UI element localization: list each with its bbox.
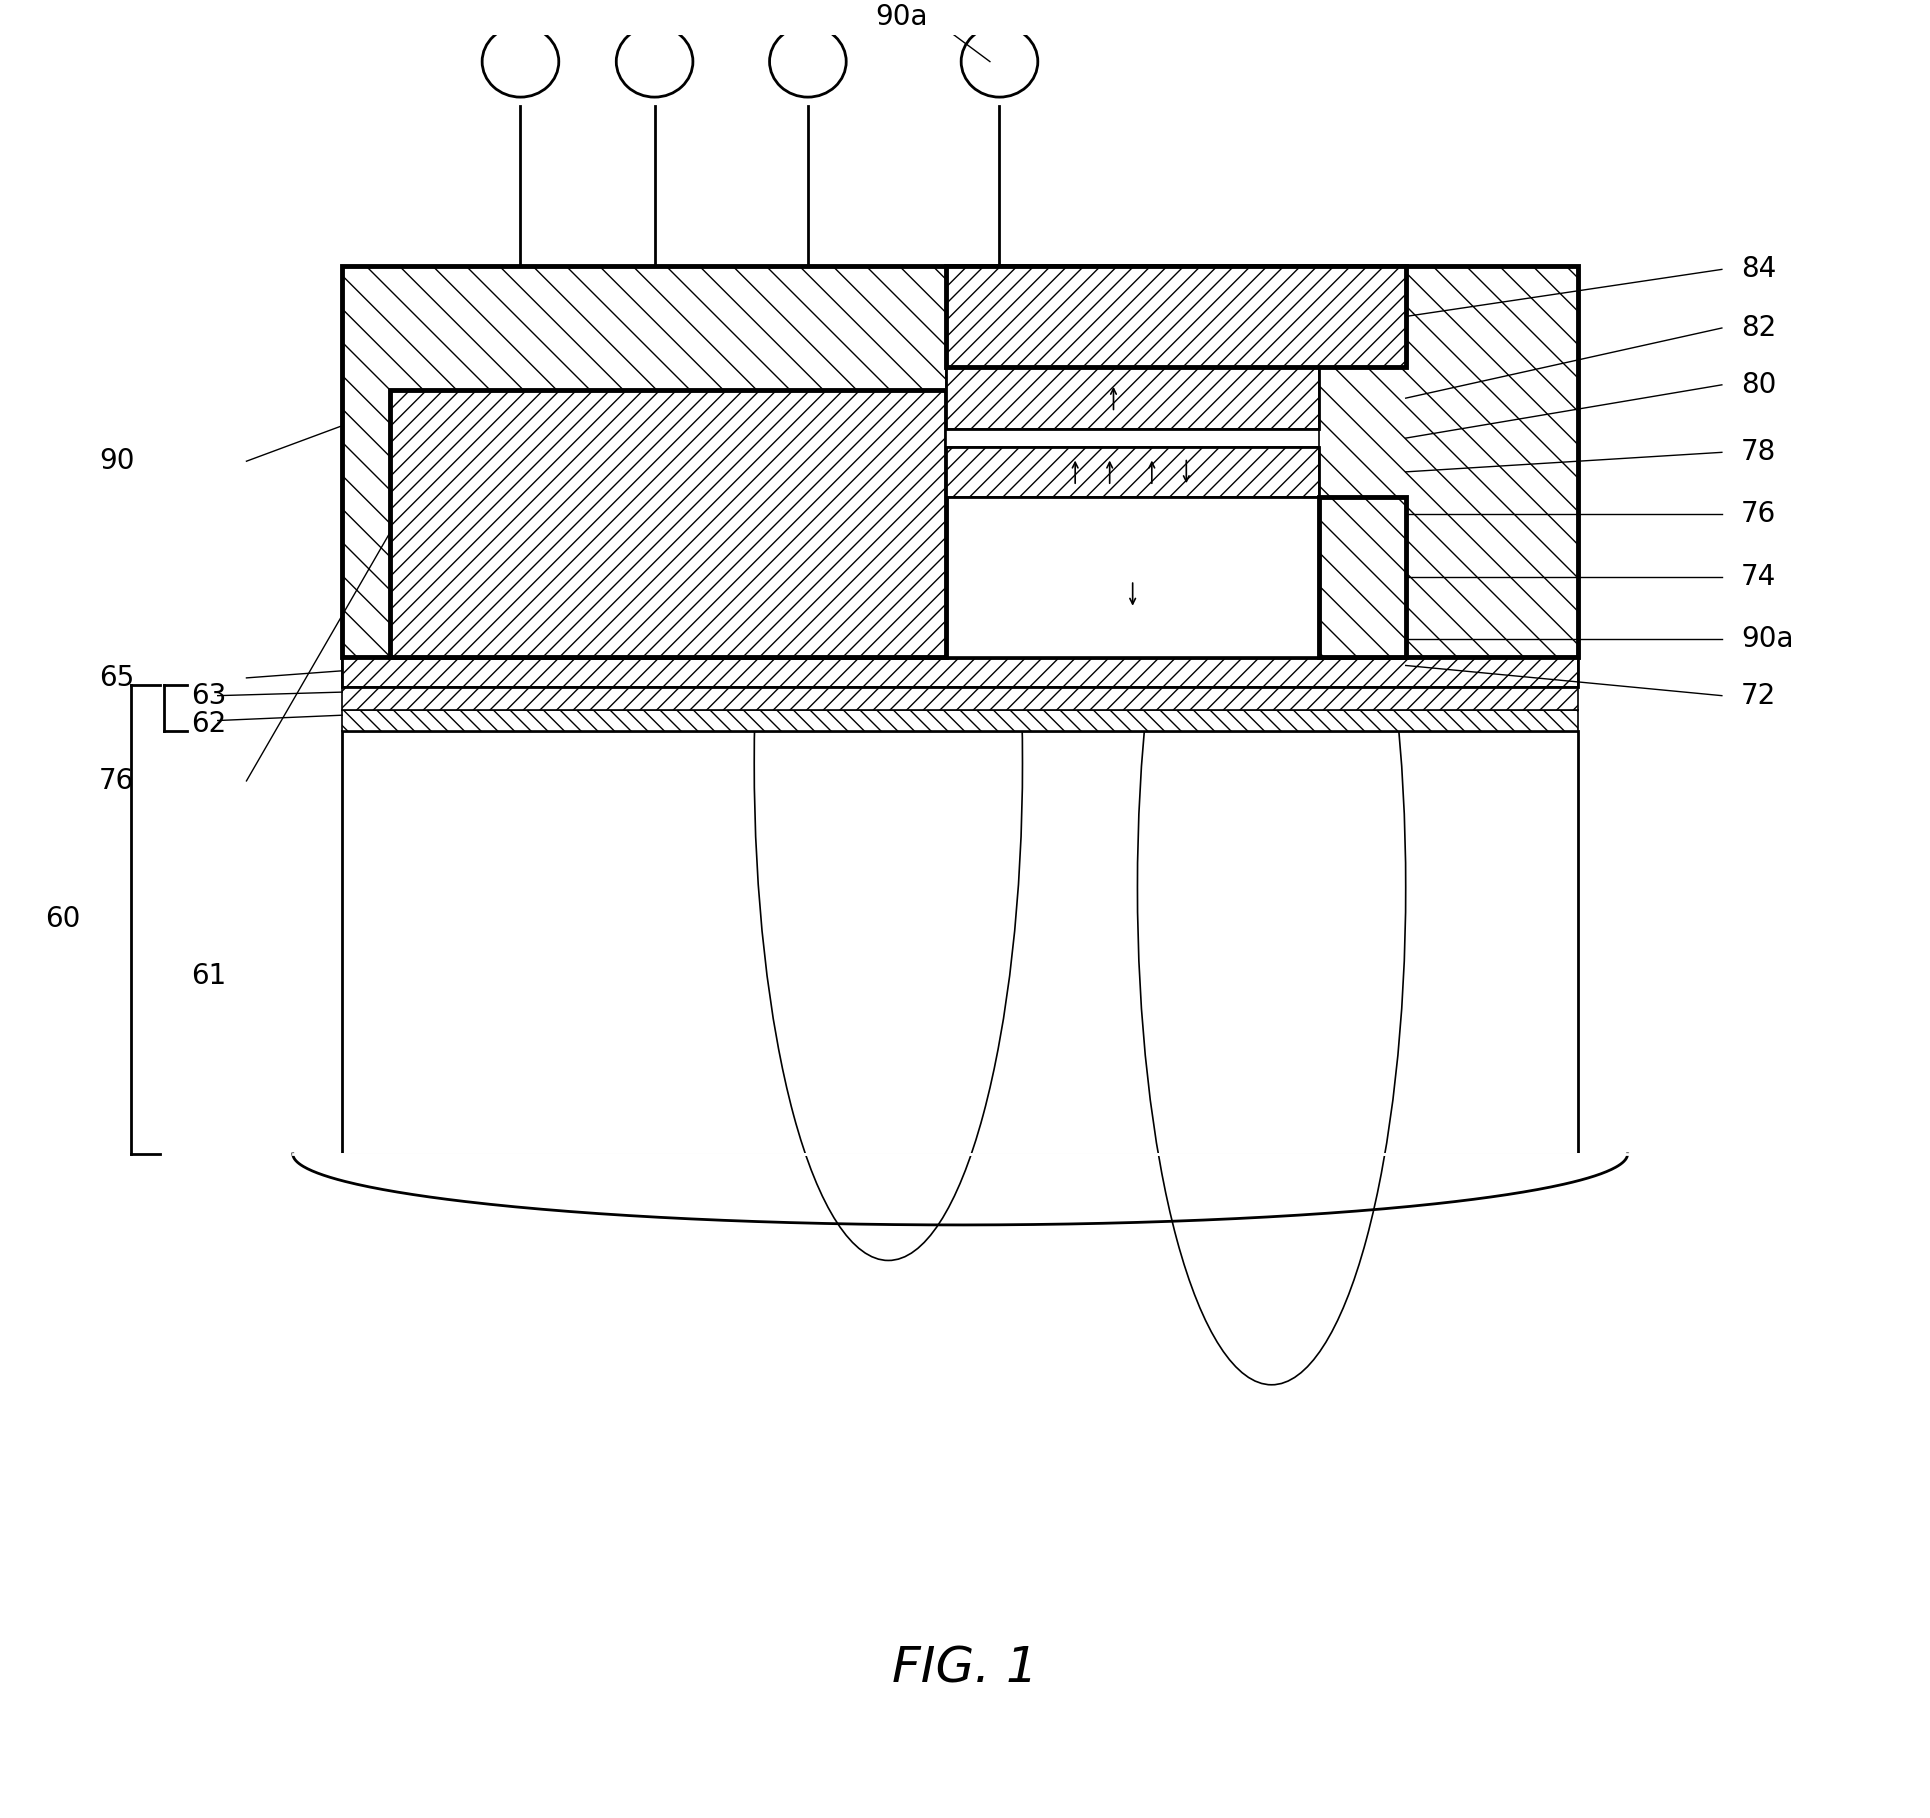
Text: 76: 76 [1741, 500, 1776, 529]
Text: 90a: 90a [1741, 625, 1793, 653]
Text: 63: 63 [191, 682, 226, 709]
Text: 90: 90 [98, 447, 135, 474]
Text: 60: 60 [44, 905, 81, 933]
Text: 78: 78 [1741, 438, 1776, 467]
Bar [342, 656, 1579, 687]
Text: 84: 84 [1741, 255, 1776, 284]
Bar [342, 265, 1579, 656]
Bar [946, 367, 1320, 429]
Text: 65: 65 [98, 664, 135, 693]
Bar [946, 429, 1320, 447]
Bar [946, 367, 1320, 429]
Text: 82: 82 [1741, 315, 1776, 342]
Text: 90a: 90a [874, 4, 928, 31]
Text: 80: 80 [1741, 371, 1776, 398]
Text: 74: 74 [1741, 562, 1776, 591]
Text: 61: 61 [191, 962, 226, 991]
Bar [342, 731, 1579, 1154]
Bar [946, 447, 1320, 496]
Bar [1320, 496, 1405, 656]
Bar [342, 265, 1579, 656]
Bar [946, 447, 1320, 496]
Bar [390, 391, 946, 656]
Bar [946, 265, 1405, 367]
Text: 76: 76 [98, 767, 135, 794]
Bar [1320, 496, 1405, 656]
Bar [342, 687, 1579, 709]
Bar [390, 391, 946, 656]
Bar [946, 496, 1320, 656]
Text: FIG. 1: FIG. 1 [892, 1645, 1038, 1693]
Text: 72: 72 [1741, 682, 1776, 709]
Bar [342, 656, 1579, 687]
Text: 62: 62 [191, 711, 226, 738]
Bar [946, 265, 1405, 367]
Bar [342, 709, 1579, 731]
